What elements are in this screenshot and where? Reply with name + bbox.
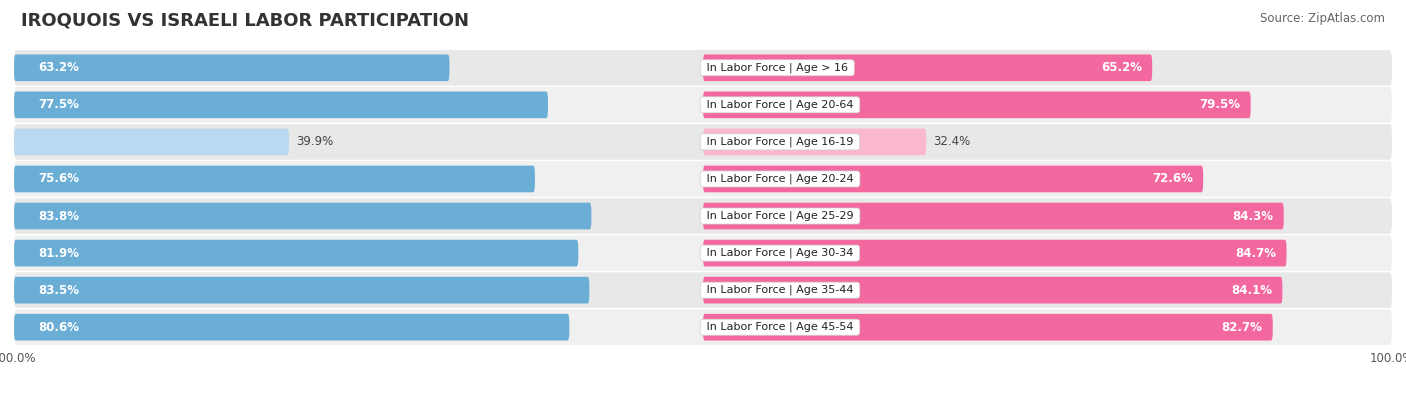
Text: IROQUOIS VS ISRAELI LABOR PARTICIPATION: IROQUOIS VS ISRAELI LABOR PARTICIPATION	[21, 12, 470, 30]
FancyBboxPatch shape	[14, 198, 1392, 234]
FancyBboxPatch shape	[14, 50, 1392, 86]
FancyBboxPatch shape	[14, 240, 578, 267]
Text: In Labor Force | Age 45-54: In Labor Force | Age 45-54	[703, 322, 858, 333]
Text: 65.2%: 65.2%	[1101, 61, 1142, 74]
FancyBboxPatch shape	[703, 314, 1272, 340]
FancyBboxPatch shape	[14, 277, 589, 303]
Text: 72.6%: 72.6%	[1152, 173, 1192, 186]
Text: 83.8%: 83.8%	[38, 209, 79, 222]
FancyBboxPatch shape	[14, 166, 534, 192]
FancyBboxPatch shape	[703, 277, 1282, 303]
Text: 84.1%: 84.1%	[1232, 284, 1272, 297]
FancyBboxPatch shape	[703, 128, 927, 155]
Text: 75.6%: 75.6%	[38, 173, 79, 186]
Text: 39.9%: 39.9%	[295, 135, 333, 149]
Text: 84.3%: 84.3%	[1233, 209, 1274, 222]
FancyBboxPatch shape	[703, 92, 1251, 118]
Text: 82.7%: 82.7%	[1222, 321, 1263, 334]
Text: In Labor Force | Age 35-44: In Labor Force | Age 35-44	[703, 285, 858, 295]
FancyBboxPatch shape	[14, 161, 1392, 197]
Text: In Labor Force | Age 20-24: In Labor Force | Age 20-24	[703, 174, 858, 184]
FancyBboxPatch shape	[14, 314, 569, 340]
Text: In Labor Force | Age 20-64: In Labor Force | Age 20-64	[703, 100, 858, 110]
Text: Source: ZipAtlas.com: Source: ZipAtlas.com	[1260, 12, 1385, 25]
Text: 32.4%: 32.4%	[934, 135, 970, 149]
Text: 83.5%: 83.5%	[38, 284, 79, 297]
Text: In Labor Force | Age 25-29: In Labor Force | Age 25-29	[703, 211, 858, 221]
FancyBboxPatch shape	[14, 128, 290, 155]
FancyBboxPatch shape	[14, 92, 548, 118]
Text: In Labor Force | Age 30-34: In Labor Force | Age 30-34	[703, 248, 856, 258]
FancyBboxPatch shape	[703, 203, 1284, 229]
FancyBboxPatch shape	[14, 235, 1392, 271]
FancyBboxPatch shape	[703, 55, 1152, 81]
Text: 84.7%: 84.7%	[1236, 246, 1277, 260]
Text: 77.5%: 77.5%	[38, 98, 79, 111]
Text: 80.6%: 80.6%	[38, 321, 79, 334]
FancyBboxPatch shape	[14, 87, 1392, 122]
Text: 79.5%: 79.5%	[1199, 98, 1240, 111]
Text: In Labor Force | Age 16-19: In Labor Force | Age 16-19	[703, 137, 856, 147]
Text: 63.2%: 63.2%	[38, 61, 79, 74]
FancyBboxPatch shape	[14, 309, 1392, 345]
FancyBboxPatch shape	[703, 240, 1286, 267]
Text: 81.9%: 81.9%	[38, 246, 79, 260]
FancyBboxPatch shape	[14, 273, 1392, 308]
FancyBboxPatch shape	[14, 55, 450, 81]
FancyBboxPatch shape	[14, 203, 592, 229]
FancyBboxPatch shape	[703, 166, 1204, 192]
FancyBboxPatch shape	[14, 124, 1392, 160]
Text: In Labor Force | Age > 16: In Labor Force | Age > 16	[703, 62, 852, 73]
